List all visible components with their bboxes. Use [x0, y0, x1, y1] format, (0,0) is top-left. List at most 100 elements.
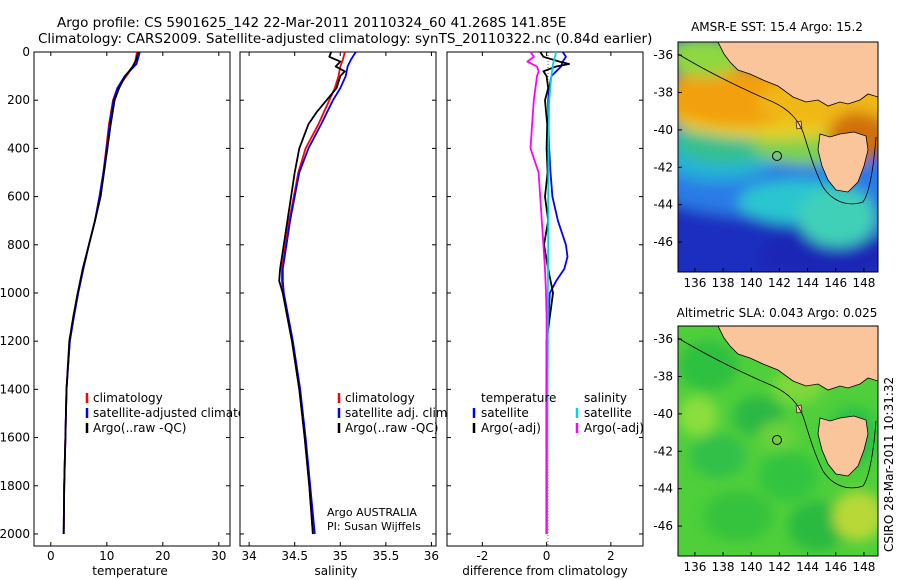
sla-lon-label: 140: [740, 560, 763, 574]
difference-panel: -2 0 2 temperaturesatelliteArgo(-adj)salin…: [446, 51, 644, 578]
difference-xtick-label: 2: [607, 549, 615, 563]
sst-argo-marker: [772, 151, 782, 161]
salinity-xtick-label: 35: [333, 549, 348, 563]
difference-xtick-label: -2: [476, 549, 488, 563]
sst-lon-label: 146: [824, 276, 847, 290]
depth-tick-label: 200: [7, 93, 30, 107]
temperature-axes-frame: [33, 51, 231, 547]
salinity-annotation-line-1: Argo AUSTRALIA: [327, 506, 417, 519]
sst-lon-label: 140: [740, 276, 763, 290]
sla-lon-label: 148: [852, 560, 875, 574]
temperature-xlabel: temperature: [92, 564, 167, 578]
sst-tasmania: [817, 131, 869, 193]
sst-lat-label: -38: [653, 85, 673, 99]
difference-axes-frame: [446, 51, 644, 547]
temperature-xtick-label: 30: [211, 549, 226, 563]
sst-shelf-contour: [678, 53, 877, 205]
sla-lon-label: 138: [712, 560, 735, 574]
difference-legend-label: Argo(-adj): [584, 421, 644, 435]
depth-tick-label: 1000: [0, 286, 30, 300]
timestamp-stamp: CSIRO 28-Mar-2011 10:31:32: [882, 377, 896, 552]
difference-series-line: [526, 51, 548, 534]
difference-series: [526, 51, 570, 534]
difference-series-line: [546, 51, 558, 534]
sst-map-area: [678, 42, 878, 272]
sla-map-area: [678, 326, 878, 556]
salinity-annotation-line-2: PI: Susan Wijffels: [327, 520, 421, 533]
sla-lat-label: -44: [653, 482, 673, 496]
salinity-legend-label: satellite adj. clim.: [345, 406, 451, 420]
temperature-ticks: 0 10 20 30 0 200 400 600 800 1000 1200 1400 1600 1800…: [0, 45, 230, 563]
temperature-legend-label: Argo(..raw -QC): [93, 421, 186, 435]
depth-tick-label: 2000: [0, 527, 30, 541]
temperature-legend-label: satellite-adjusted climatolog: [93, 406, 263, 420]
salinity-legend-label: Argo(..raw -QC): [345, 421, 438, 435]
temperature-series-line: [62, 51, 140, 535]
sst-lon-label: 136: [683, 276, 706, 290]
depth-tick-label: 600: [7, 190, 30, 204]
sst-lat-label: -46: [653, 235, 673, 249]
salinity-xtick-label: 34.5: [281, 549, 308, 563]
depth-tick-label: 800: [7, 238, 30, 252]
sst-lat-label: -40: [653, 123, 673, 137]
sst-map-ticks: 136 138 140 142 144 146 148 -36 -38 -40 -42 -44 -46: [653, 48, 875, 290]
difference-ticks: -2 0 2: [447, 51, 643, 563]
sla-map-ticks: 136 138 140 142 144 146 148 -36 -38 -40 -42 -44 -46: [653, 332, 875, 574]
header-line-1: Argo profile: CS 5901625_142 22-Mar-2011…: [57, 15, 566, 31]
sla-lon-label: 144: [796, 560, 819, 574]
difference-xlabel: difference from climatology: [462, 564, 628, 578]
sst-mainland: [717, 42, 878, 107]
difference-legend-group: temperature: [481, 391, 556, 405]
temperature-xtick-label: 0: [47, 549, 55, 563]
depth-tick-label: 1600: [0, 431, 30, 445]
sla-argo-marker: [772, 435, 782, 445]
temperature-xtick-label: 10: [99, 549, 114, 563]
sst-lon-label: 138: [712, 276, 735, 290]
difference-legend-label: Argo(-adj): [481, 421, 541, 435]
sla-lon-label: 146: [824, 560, 847, 574]
sla-map-frame: [677, 325, 879, 557]
sla-lon-label: 142: [768, 560, 791, 574]
depth-tick-label: 1400: [0, 382, 30, 396]
header-line-2: Climatology: CARS2009. Satellite-adjuste…: [38, 31, 652, 47]
sla-map-panel: Altimetric SLA: 0.043 Argo: 0.025: [653, 306, 879, 574]
sst-map-title: AMSR-E SST: 15.4 Argo: 15.2: [691, 20, 863, 34]
depth-tick-label: 1200: [0, 334, 30, 348]
sla-lat-label: -46: [653, 519, 673, 533]
difference-legend: temperaturesatelliteArgo(-adj)salinitysa…: [472, 391, 644, 435]
temperature-panel: 0 10 20 30 0 200 400 600 800 1000 1200 1400 1600 1800…: [0, 45, 263, 578]
salinity-series-line: [278, 51, 346, 535]
sla-shelf-contour: [678, 337, 877, 489]
salinity-series: [278, 51, 357, 535]
difference-legend-label: satellite: [481, 406, 529, 420]
depth-tick-label: 400: [7, 141, 30, 155]
salinity-xtick-label: 36: [424, 549, 439, 563]
sla-lon-label: 136: [683, 560, 706, 574]
sst-lat-label: -44: [653, 198, 673, 212]
temperature-legend-label: climatology: [93, 391, 163, 405]
sst-lon-label: 144: [796, 276, 819, 290]
sla-tasmania: [817, 415, 869, 477]
salinity-xtick-label: 34: [241, 549, 256, 563]
sla-lat-label: -38: [653, 369, 673, 383]
salinity-legend-label: climatology: [345, 391, 415, 405]
sla-mainland: [717, 326, 878, 391]
depth-tick-label: 0: [22, 45, 30, 59]
sst-map-panel: AMSR-E SST: 15.4 Argo: 15.2: [653, 20, 879, 290]
salinity-xtick-label: 35.5: [373, 549, 400, 563]
sla-map-title: Altimetric SLA: 0.043 Argo: 0.025: [677, 306, 878, 320]
salinity-xlabel: salinity: [314, 564, 357, 578]
sla-lat-label: -40: [653, 407, 673, 421]
sst-map-frame: [677, 41, 879, 273]
sst-lon-label: 142: [768, 276, 791, 290]
difference-legend-group: salinity: [584, 391, 627, 405]
salinity-ticks: 34 34.5 35 35.5 36: [240, 51, 439, 563]
difference-xtick-label: 0: [543, 549, 551, 563]
sla-lat-label: -42: [653, 444, 673, 458]
salinity-axes-frame: [239, 51, 437, 547]
sst-lat-label: -36: [653, 48, 673, 62]
